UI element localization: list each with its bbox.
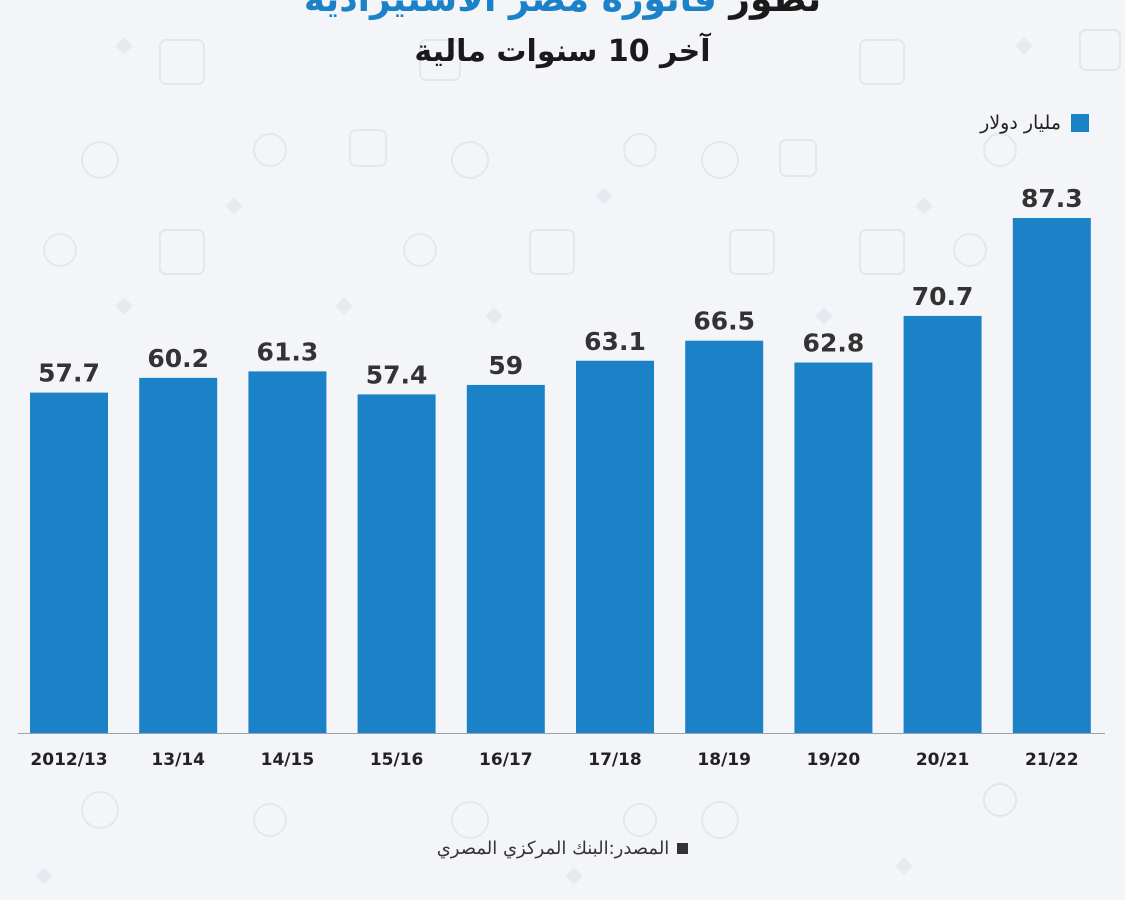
bar xyxy=(1012,218,1091,733)
source-text: المصدر:البنك المركزي المصري xyxy=(436,838,670,859)
x-tick-label: 20/21 xyxy=(916,750,970,770)
x-tick-label: 19/20 xyxy=(807,750,861,770)
chart-subtitle: آخر 10 سنوات مالية xyxy=(414,34,711,69)
x-tick-label: 17/18 xyxy=(588,750,642,770)
bar-value-label: 87.3 xyxy=(1021,184,1083,213)
bar-value-label: 63.1 xyxy=(584,327,646,356)
x-tick-label: 13/14 xyxy=(151,750,205,770)
legend-label: مليار دولار xyxy=(980,112,1061,134)
bar xyxy=(30,392,108,733)
bar xyxy=(685,340,764,733)
bar xyxy=(248,371,327,733)
bar xyxy=(466,384,545,733)
bar xyxy=(357,394,436,733)
bar xyxy=(903,315,982,733)
x-tick-label: 15/16 xyxy=(370,750,424,770)
x-tick-label: 14/15 xyxy=(261,750,315,770)
chart-title: تطور فاتورة مصر الاستيرادية xyxy=(0,0,1125,24)
x-tick-label: 18/19 xyxy=(697,750,751,770)
bar-value-label: 60.2 xyxy=(147,344,209,373)
bar-value-label: 62.8 xyxy=(803,329,865,358)
bar-value-label: 66.5 xyxy=(693,307,755,336)
bar-value-label: 57.7 xyxy=(38,359,100,388)
bar-value-label: 70.7 xyxy=(912,282,974,311)
x-tick-label: 2012/13 xyxy=(30,750,107,770)
bar xyxy=(794,362,873,733)
legend: مليار دولار xyxy=(980,112,1089,134)
x-tick-label: 16/17 xyxy=(479,750,533,770)
bar-value-label: 61.3 xyxy=(257,337,319,366)
bar-value-label: 59 xyxy=(488,351,523,380)
source-note: المصدر:البنك المركزي المصري xyxy=(0,838,1125,859)
bar-value-label: 57.4 xyxy=(366,360,428,389)
x-tick-label: 21/22 xyxy=(1025,750,1079,770)
legend-swatch xyxy=(1071,114,1089,132)
chart-title-prefix: تطور xyxy=(729,0,821,20)
bar xyxy=(576,360,654,733)
source-square-icon xyxy=(677,843,689,854)
chart-title-accent: فاتورة مصر الاستيرادية xyxy=(304,0,717,20)
bar xyxy=(139,377,218,733)
